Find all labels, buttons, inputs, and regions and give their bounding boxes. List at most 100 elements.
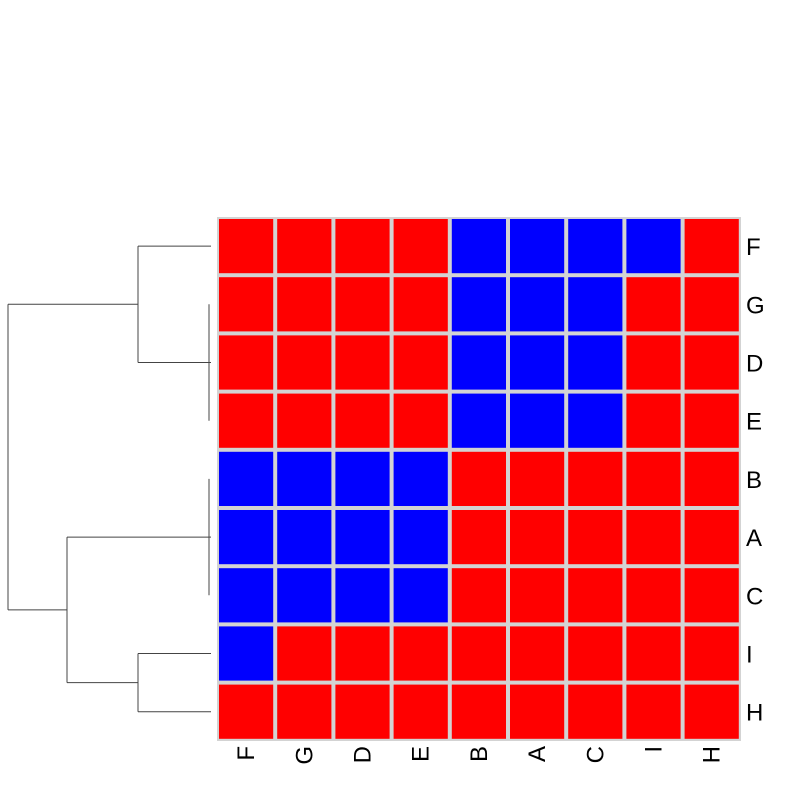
heatmap-cell-A-E <box>393 510 448 565</box>
heatmap-cell-C-F <box>219 568 274 623</box>
heatmap-cell-F-B <box>451 219 506 274</box>
heatmap-cell-E-G <box>277 393 332 448</box>
heatmap-cell-I-C <box>568 626 623 681</box>
heatmap-cell-I-I <box>626 626 681 681</box>
heatmap-cell-B-D <box>335 451 390 506</box>
heatmap-cell-G-C <box>568 277 623 332</box>
heatmap-cell-B-G <box>277 451 332 506</box>
heatmap-cell-C-B <box>451 568 506 623</box>
row-label-I: I <box>746 642 753 669</box>
heatmap-cell-H-D <box>335 684 390 739</box>
heatmap-cell-B-C <box>568 451 623 506</box>
heatmap-cell-I-B <box>451 626 506 681</box>
heatmap-cell-D-D <box>335 335 390 390</box>
heatmap-cell-D-I <box>626 335 681 390</box>
heatmap-cell-F-A <box>510 219 565 274</box>
heatmap-cell-I-F <box>219 626 274 681</box>
heatmap-cell-B-H <box>684 451 739 506</box>
heatmap-cell-E-I <box>626 393 681 448</box>
column-label-A: A <box>524 746 551 762</box>
heatmap-cell-C-H <box>684 568 739 623</box>
heatmap-cell-I-H <box>684 626 739 681</box>
heatmap-cell-E-E <box>393 393 448 448</box>
heatmap-cell-G-H <box>684 277 739 332</box>
column-label-D: D <box>350 746 377 763</box>
column-label-H: H <box>699 746 726 763</box>
heatmap-cell-C-E <box>393 568 448 623</box>
column-label-F: F <box>233 746 260 761</box>
heatmap-cell-B-B <box>451 451 506 506</box>
column-label-G: G <box>291 746 318 765</box>
row-label-B: B <box>746 467 762 494</box>
heatmap-cell-F-H <box>684 219 739 274</box>
heatmap-cell-A-D <box>335 510 390 565</box>
heatmap-cell-H-F <box>219 684 274 739</box>
heatmap-cell-E-H <box>684 393 739 448</box>
heatmap-cell-G-E <box>393 277 448 332</box>
heatmap-cell-H-H <box>684 684 739 739</box>
row-dendrogram <box>7 245 211 713</box>
heatmap-cell-D-A <box>510 335 565 390</box>
row-label-A: A <box>746 525 762 552</box>
row-label-H: H <box>746 700 763 727</box>
heatmap-cell-F-G <box>277 219 332 274</box>
heatmap-cell-D-C <box>568 335 623 390</box>
heatmap-cell-B-F <box>219 451 274 506</box>
heatmap-cell-A-F <box>219 510 274 565</box>
heatmap-cell-F-E <box>393 219 448 274</box>
heatmap-cell-A-B <box>451 510 506 565</box>
heatmap-cell-F-C <box>568 219 623 274</box>
row-label-G: G <box>746 292 765 319</box>
heatmap-cell-A-A <box>510 510 565 565</box>
row-label-E: E <box>746 409 762 436</box>
heatmap-cell-B-I <box>626 451 681 506</box>
heatmap-cell-F-I <box>626 219 681 274</box>
heatmap-cell-C-I <box>626 568 681 623</box>
column-label-I: I <box>641 746 668 753</box>
heatmap-cell-E-B <box>451 393 506 448</box>
heatmap-cell-G-D <box>335 277 390 332</box>
heatmap-cell-H-C <box>568 684 623 739</box>
heatmap-cell-I-A <box>510 626 565 681</box>
heatmap-cell-D-G <box>277 335 332 390</box>
heatmap-cells <box>219 219 739 739</box>
column-label-B: B <box>466 746 493 762</box>
heatmap-cell-I-G <box>277 626 332 681</box>
heatmap-cell-A-I <box>626 510 681 565</box>
heatmap-cell-C-G <box>277 568 332 623</box>
column-label-C: C <box>582 746 609 763</box>
heatmap-cell-B-A <box>510 451 565 506</box>
heatmap-cell-D-H <box>684 335 739 390</box>
heatmap-cell-H-I <box>626 684 681 739</box>
heatmap-cell-C-D <box>335 568 390 623</box>
heatmap-cell-G-I <box>626 277 681 332</box>
heatmap-cell-E-F <box>219 393 274 448</box>
row-labels: F G D E B A C I H <box>746 234 765 727</box>
heatmap-cell-E-A <box>510 393 565 448</box>
heatmap-cell-D-B <box>451 335 506 390</box>
heatmap-cell-D-F <box>219 335 274 390</box>
heatmap-cell-E-D <box>335 393 390 448</box>
heatmap-cell-A-H <box>684 510 739 565</box>
heatmap-cell-H-B <box>451 684 506 739</box>
row-label-D: D <box>746 351 763 378</box>
heatmap-cell-H-E <box>393 684 448 739</box>
heatmap-cell-A-C <box>568 510 623 565</box>
heatmap-cell-F-D <box>335 219 390 274</box>
column-label-E: E <box>408 746 435 762</box>
heatmap-cell-G-B <box>451 277 506 332</box>
row-label-F: F <box>746 234 761 261</box>
heatmap-cell-A-G <box>277 510 332 565</box>
heatmap-cell-C-A <box>510 568 565 623</box>
heatmap-cell-E-C <box>568 393 623 448</box>
heatmap-cell-C-C <box>568 568 623 623</box>
heatmap-cell-H-G <box>277 684 332 739</box>
heatmap-cell-G-G <box>277 277 332 332</box>
heatmap-cell-I-E <box>393 626 448 681</box>
heatmap-cell-G-F <box>219 277 274 332</box>
row-label-C: C <box>746 583 763 610</box>
heatmap-cell-D-E <box>393 335 448 390</box>
heatmap-cell-B-E <box>393 451 448 506</box>
